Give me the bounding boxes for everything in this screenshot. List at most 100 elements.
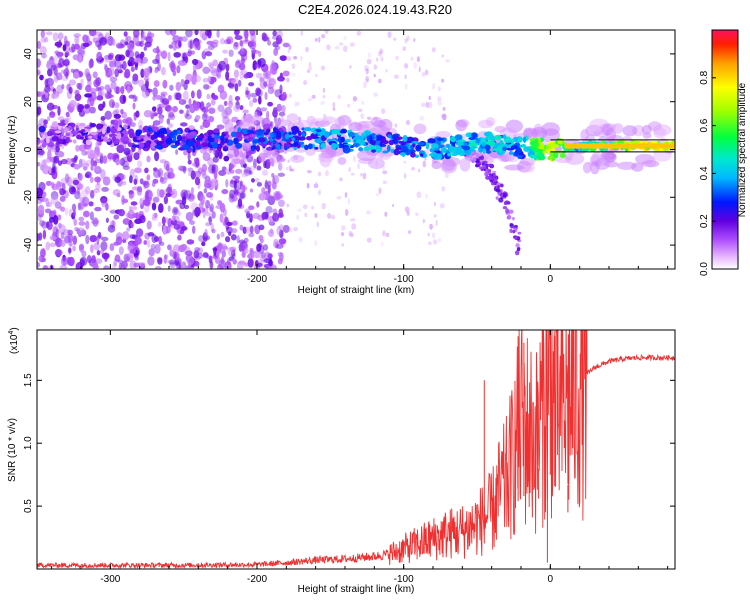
heatmap-cell [158, 235, 162, 245]
heatmap-cell [47, 141, 55, 148]
heatmap-cell [117, 127, 122, 131]
heatmap-cell [224, 106, 232, 116]
heatmap-cell [405, 119, 411, 126]
heatmap-cell [364, 131, 370, 136]
heatmap-cell [118, 209, 124, 215]
heatmap-cell [250, 178, 256, 183]
heatmap-cell [296, 101, 300, 107]
heatmap-cell [410, 152, 416, 158]
heatmap-cell [326, 44, 331, 51]
heatmap-cell [307, 98, 312, 102]
heatmap-cell [324, 30, 329, 34]
heatmap-cell [157, 62, 161, 72]
heatmap-cell [193, 260, 200, 267]
heatmap-cell [180, 226, 188, 231]
heatmap-cell [186, 239, 195, 245]
heatmap-cell [256, 182, 263, 187]
heatmap-cell [202, 152, 211, 162]
heatmap-cell [40, 197, 48, 203]
heatmap-cell [190, 170, 196, 180]
heatmap-cell [242, 109, 249, 114]
heatmap-cell [380, 108, 386, 115]
heatmap-cell [173, 51, 181, 58]
heatmap-cell [78, 216, 85, 222]
heatmap-cell [422, 218, 425, 224]
heatmap-cell [85, 84, 92, 93]
heatmap-cell [146, 130, 153, 135]
heatmap-cell [96, 138, 105, 142]
heatmap-cell [94, 258, 103, 264]
colorbar-tick-label: 0.2 [699, 214, 710, 228]
heatmap-cell [52, 226, 58, 236]
heatmap-cell [121, 160, 130, 168]
heatmap-cell [97, 142, 101, 146]
heatmap-cell [182, 90, 189, 101]
heatmap-cell [114, 86, 121, 94]
heatmap-cell [206, 40, 214, 46]
heatmap-cell [74, 93, 82, 102]
heatmap-cell [406, 210, 410, 216]
heatmap-cell [184, 55, 188, 64]
heatmap-cell [251, 47, 257, 55]
heatmap-cell [170, 30, 177, 37]
heatmap-cell [455, 119, 468, 132]
heatmap-cell [316, 221, 319, 228]
heatmap-cell [233, 180, 238, 190]
heatmap-cell [287, 159, 290, 163]
heatmap-cell [133, 167, 142, 174]
heatmap-cell [135, 129, 143, 135]
heatmap-cell [138, 79, 145, 88]
heatmap-cell [168, 259, 177, 265]
heatmap-cell [52, 90, 60, 99]
heatmap-cell [211, 164, 219, 174]
heatmap-cell [315, 73, 318, 78]
x-tick-label: 0 [548, 574, 554, 585]
snr-panel: -300 -200 -100 0 0.5 1.0 1.5 Height of straigh… [7, 327, 676, 595]
heatmap-cell [37, 233, 41, 242]
heatmap-cell [425, 141, 430, 149]
heatmap-cell [267, 39, 271, 46]
heatmap-cell [515, 243, 520, 248]
heatmap-cell [78, 109, 86, 117]
heatmap-cell [216, 263, 224, 269]
heatmap-cell [40, 248, 46, 258]
heatmap-cell [437, 86, 441, 92]
heatmap-cell [507, 214, 512, 220]
heatmap-cell [508, 150, 514, 155]
heatmap-cell [135, 228, 144, 238]
heatmap-cell [337, 94, 341, 100]
heatmap-cell [252, 212, 261, 220]
heatmap-cell [202, 252, 209, 258]
heatmap-cell [133, 262, 140, 268]
heatmap-cell [138, 142, 145, 149]
heatmap-cell [349, 64, 352, 69]
heatmap-cell [267, 253, 273, 259]
heatmap-cell [181, 36, 188, 42]
heatmap-cell [278, 111, 286, 117]
heatmap-cell [68, 125, 72, 129]
heatmap-cell [243, 166, 252, 174]
heatmap-cell [157, 221, 162, 227]
heatmap-cell [390, 148, 395, 154]
heatmap-cell [502, 134, 507, 140]
heatmap-cell [243, 226, 251, 234]
heatmap-cell [494, 125, 507, 133]
heatmap-cell [442, 113, 447, 121]
heatmap-cell [415, 144, 422, 152]
heatmap-cell [121, 111, 128, 119]
heatmap-cell [187, 167, 194, 172]
heatmap-cell [225, 168, 233, 175]
heatmap-cell [41, 221, 48, 229]
heatmap-cell [442, 156, 461, 167]
heatmap-cell [308, 67, 313, 71]
heatmap-cell [261, 169, 269, 176]
heatmap-cell [413, 62, 418, 69]
heatmap-cell [63, 68, 70, 77]
heatmap-cell [269, 257, 273, 267]
heatmap-cell [330, 214, 336, 220]
colorbar-tick-label: 0.0 [699, 262, 710, 276]
heatmap-cell [239, 192, 246, 199]
heatmap-cell [247, 253, 255, 260]
heatmap-cell [255, 131, 264, 136]
heatmap-cell [133, 57, 142, 63]
